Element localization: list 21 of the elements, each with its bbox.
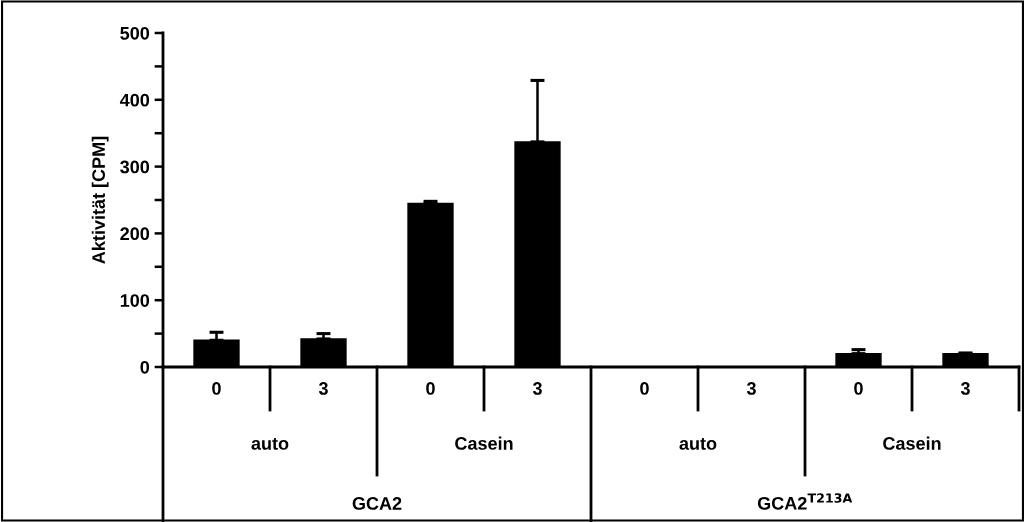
text: GCA2$^{T213A}$	[757, 493, 853, 510]
y-tick-label: 300	[120, 160, 150, 174]
x-tick-label: 3	[318, 382, 328, 395]
text: Casein	[455, 436, 513, 450]
text: GCA2	[352, 497, 402, 510]
text: auto	[251, 437, 289, 450]
y-tick-label: 100	[120, 294, 150, 307]
y-tick-label: 0	[140, 360, 150, 374]
x-tick-label: 3	[960, 382, 970, 395]
y-tick-label: 500	[120, 26, 150, 40]
x-tick-label: 0	[212, 382, 221, 395]
x-tick-label: 0	[854, 382, 863, 395]
y-tick-label: 400	[119, 93, 150, 107]
text: Casein	[883, 436, 941, 450]
text: auto	[679, 437, 717, 450]
y-tick-label: 200	[120, 227, 150, 241]
x-tick-label: 0	[426, 382, 435, 395]
y-axis-title: Aktivität [CPM]	[91, 136, 109, 264]
x-tick-label: 3	[532, 382, 542, 395]
x-tick-label: 0	[640, 382, 649, 395]
x-tick-label: 3	[746, 382, 756, 395]
